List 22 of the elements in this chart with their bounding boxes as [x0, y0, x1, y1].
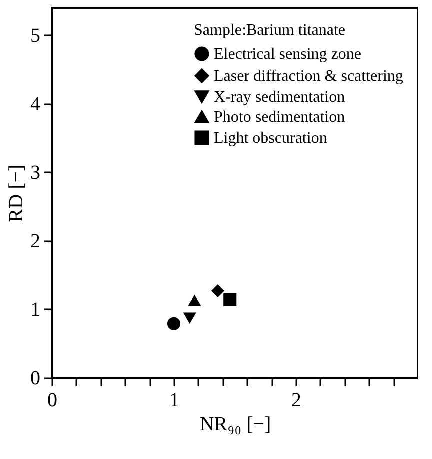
- x-tick-label: 0: [48, 390, 58, 412]
- legend-label: Light obscuration: [214, 130, 328, 147]
- legend-label: X-ray sedimentation: [214, 89, 346, 106]
- y-tick-label: 5: [30, 24, 40, 47]
- y-tick-label: 3: [30, 162, 40, 184]
- x-tick-label: 2: [292, 390, 302, 412]
- y-tick-label: 2: [30, 230, 40, 252]
- legend-label: Electrical sensing zone: [214, 46, 362, 63]
- legend-label: Photo sedimentation: [214, 109, 346, 126]
- legend-title: Sample:Barium titanate: [194, 22, 346, 39]
- point: [167, 317, 181, 330]
- y-tick-label: 0: [30, 368, 40, 390]
- y-tick-label: 1: [30, 298, 40, 321]
- point: [211, 284, 224, 298]
- legend-label: Laser diffraction & scattering: [214, 68, 404, 85]
- x-tick-label: 1: [170, 390, 180, 412]
- x-axis-title: NR₉₀ [−]: [200, 414, 272, 436]
- point: [188, 294, 202, 306]
- point: [224, 293, 237, 306]
- y-tick-label: 4: [30, 93, 40, 116]
- y-axis-title: RD [−]: [6, 164, 28, 222]
- point: [183, 312, 196, 324]
